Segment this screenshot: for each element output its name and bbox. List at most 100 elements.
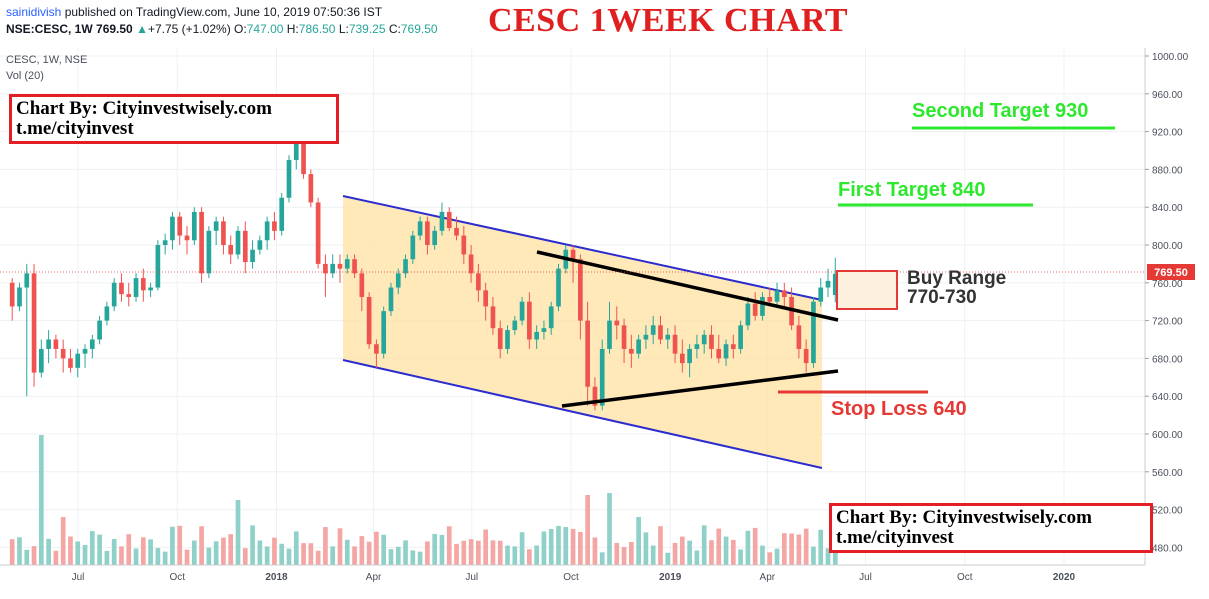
time-tick-label: Oct [563,572,579,583]
volume-bar [556,525,561,565]
triangle-lower-line [561,369,839,408]
candle-body [352,259,357,274]
volume-bar [578,532,583,565]
candle-body [403,259,408,274]
volume-bar [658,526,663,565]
candle-body [104,306,110,321]
candle-body [257,240,263,250]
volume-bar [425,541,430,565]
candle-body [388,287,394,312]
price-tick-label: 760.00 [1152,279,1183,290]
candle-body [723,344,729,359]
candle-body [97,320,102,340]
time-tick-label: Jul [859,572,872,583]
volume-bar [155,548,161,565]
candle-body [155,245,161,288]
credit-line-1: Chart By: Cityinvestwisely.com [836,507,1092,528]
volume-bar [454,543,459,565]
volume-bar [242,548,248,565]
volume-bar [111,539,117,565]
price-tick-label: 560.00 [1152,468,1183,479]
time-tick-label: 2020 [1053,572,1076,583]
volume-bar [126,534,132,565]
buy-range-label: Buy Range 770-730 [907,269,1006,307]
candle-body [191,211,197,241]
volume-bars [9,435,838,565]
volume-bar [293,531,299,565]
credit-line-2: t.me/cityinvest [16,118,134,139]
volume-bar [162,551,168,565]
volume-bar [730,539,736,565]
volume-bar [629,541,634,565]
volume-bar [315,550,321,565]
candle-body [199,211,204,274]
candle-body [760,296,765,316]
volume-bar [206,547,212,565]
symbol-name: NSE:CESC, 1W [6,22,93,36]
low-value: 739.25 [348,22,386,36]
volume-bar [395,546,401,565]
volume-bar [279,543,285,565]
volume-bar [519,532,525,565]
volume-bar [534,545,539,565]
volume-bar [24,549,30,565]
publisher-name[interactable]: sainidivish [6,5,62,19]
credit-box-bottom: Chart By: Cityinvestwisely.com t.me/city… [829,503,1153,553]
candle-body [213,221,219,231]
volume-bar [723,536,729,565]
volume-bar [337,528,343,565]
candle-body [272,221,277,231]
second-target-label: Second Target 930 [912,100,1089,122]
time-tick-label: Apr [760,572,776,583]
volume-bar [199,526,204,565]
volume-bar [643,532,649,565]
volume-bar [687,540,692,565]
volume-bar [68,536,73,565]
candle-body [395,273,401,288]
candle-body [31,273,37,373]
volume-bar [512,546,518,565]
candle-body [556,268,561,307]
volume-bar [563,527,569,565]
candle-body [286,159,292,198]
time-tick-label: Jul [72,572,85,583]
candle-body [519,301,525,321]
candle-body [89,339,95,349]
volume-bar [417,551,423,565]
candle-body [505,330,510,349]
volume-bar [497,540,503,565]
time-tick-label: Apr [366,572,382,583]
candle-body [476,273,481,291]
volume-bar [476,540,481,565]
candle-body [337,263,343,269]
volume-bar [133,548,139,565]
candle-body [665,334,671,340]
candle-body [148,287,153,291]
volume-bar [89,531,95,565]
volume-bar [716,528,722,565]
volume-bar [446,526,452,565]
channel-lower-line [342,359,823,469]
candle-body [497,328,503,349]
candle-body [330,263,336,274]
candle-body [629,348,634,354]
candle-body [410,235,416,260]
volume-bar [352,546,357,565]
price-tick-label: 800.00 [1152,241,1183,252]
volume-bar [286,548,292,565]
candle-body [716,348,722,359]
candle-body [38,348,44,373]
candle-body [672,334,678,354]
candle-body [235,230,241,255]
volume-bar [468,539,474,565]
candle-body [446,211,452,228]
candle-body [68,358,73,368]
volume-bar [738,549,743,565]
candle-body [206,230,212,274]
candle-body [279,197,285,231]
candle-body [709,334,714,349]
candle-body [46,339,51,349]
volume-bar [359,536,365,565]
volume-bar [344,539,350,565]
